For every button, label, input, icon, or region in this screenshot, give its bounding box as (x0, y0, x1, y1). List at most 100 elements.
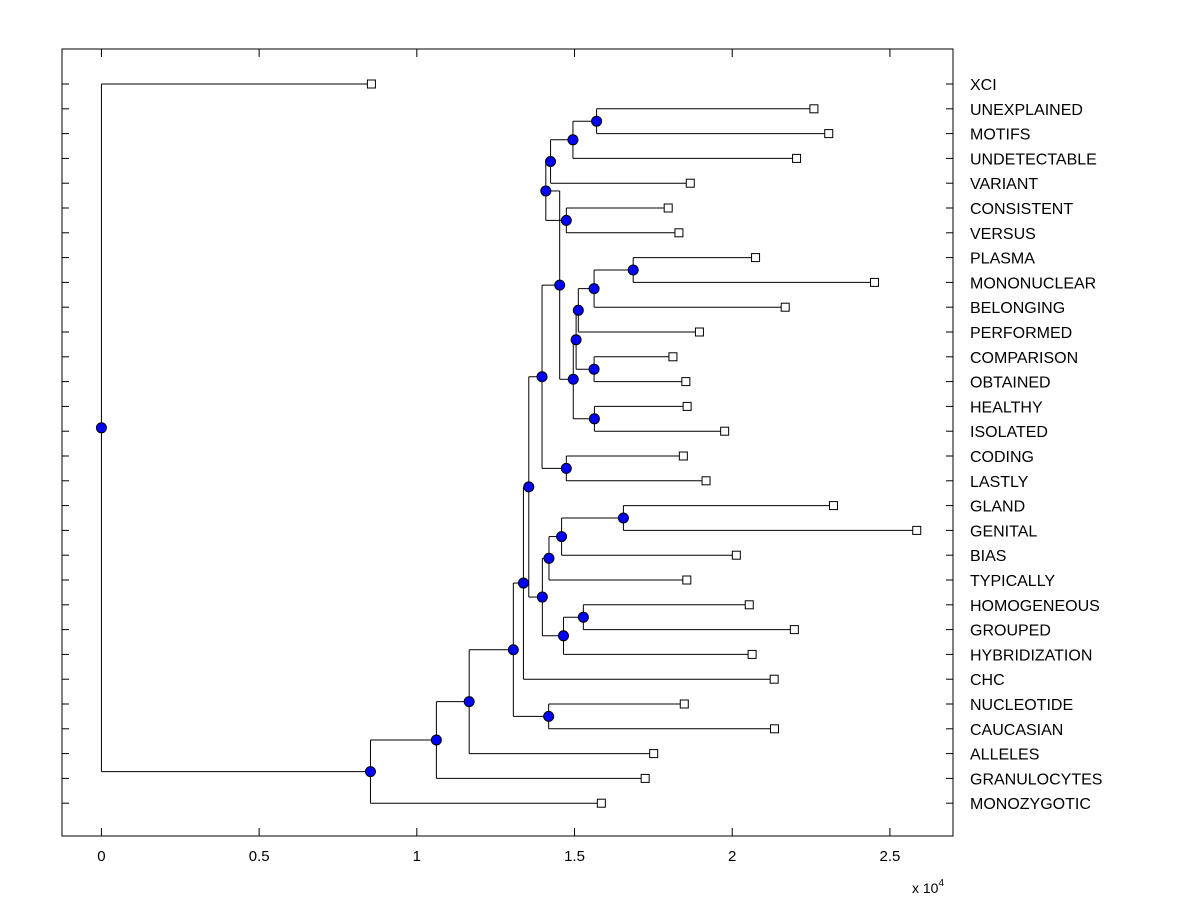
node-marker-n26 (463, 696, 475, 708)
node-marker-n2 (567, 134, 579, 146)
leaf-label-homogeneous: HOMOGENEOUS (970, 598, 1100, 615)
leaf-marker-comparison (668, 352, 678, 362)
leaf-marker-consistent (663, 203, 673, 213)
node-marker-root (95, 422, 107, 434)
node-marker-n7 (588, 283, 600, 295)
leaf-label-alleles: ALLELES (970, 747, 1039, 764)
leaf-marker-mononuclear (869, 277, 879, 287)
leaf-label-unexplained: UNEXPLAINED (970, 102, 1083, 119)
node-marker-n1 (591, 115, 603, 127)
leaf-marker-coding (678, 451, 688, 461)
leaf-marker-monozygotic (596, 798, 606, 808)
leaf-label-performed: PERFORMED (970, 325, 1072, 342)
leaf-marker-genital (912, 525, 922, 535)
x-tick-label: 1 (413, 848, 421, 865)
node-marker-n25 (507, 644, 519, 656)
leaf-marker-healthy (682, 401, 692, 411)
leaf-label-obtained: OBTAINED (970, 375, 1051, 392)
leaf-label-granulocytes: GRANULOCYTES (970, 771, 1102, 788)
leaf-label-caucasian: CAUCASIAN (970, 722, 1063, 739)
leaf-marker-nucleotide (679, 699, 689, 709)
leaf-label-belonging: BELONGING (970, 300, 1065, 317)
leaf-marker-belonging (780, 302, 790, 312)
y-ticks (62, 83, 953, 804)
x-tick-label: 1.5 (564, 848, 585, 865)
node-marker-n20 (557, 630, 569, 642)
leaf-marker-typically (682, 575, 692, 585)
leaf-label-comparison: COMPARISON (970, 350, 1078, 367)
leaf-marker-grouped (789, 625, 799, 635)
node-marker-n22 (523, 481, 535, 493)
leaf-marker-performed (694, 327, 704, 337)
leaf-marker-granulocytes (640, 773, 650, 783)
leaf-label-healthy: HEALTHY (970, 399, 1043, 416)
leaf-label-versus: VERSUS (970, 226, 1036, 243)
leaf-marker-xci (366, 79, 376, 89)
leaf-marker-alleles (649, 749, 659, 759)
leaf-label-undetectable: UNDETECTABLE (970, 151, 1097, 168)
node-marker-n24 (543, 710, 555, 722)
x-exponent-label: x 104 (912, 878, 944, 896)
leaf-label-gland: GLAND (970, 499, 1025, 516)
leaf-label-motifs: MOTIFS (970, 127, 1030, 144)
internal-node-markers (95, 115, 639, 778)
x-tick-labels: 0 0.5 1 1.5 2 2.5 (97, 848, 900, 865)
node-marker-n17 (556, 531, 568, 543)
leaf-label-plasma: PLASMA (970, 251, 1035, 268)
leaf-label-hybridization: HYBRIDIZATION (970, 647, 1092, 664)
leaf-label-isolated: ISOLATED (970, 424, 1048, 441)
leaf-label-consistent: CONSISTENT (970, 201, 1073, 218)
leaf-label-chc: CHC (970, 672, 1005, 689)
leaf-labels: XCI UNEXPLAINED MOTIFS UNDETECTABLE VARIANT C… (970, 77, 1102, 813)
node-marker-n27 (430, 734, 442, 746)
leaf-label-genital: GENITAL (970, 523, 1037, 540)
leaf-markers (366, 79, 922, 808)
node-marker-n28 (364, 766, 376, 778)
leaf-marker-bias (731, 550, 741, 560)
node-marker-n13 (554, 279, 566, 291)
node-marker-n6 (627, 264, 639, 276)
leaf-marker-caucasian (769, 724, 779, 734)
leaf-marker-variant (685, 178, 695, 188)
leaf-label-typically: TYPICALLY (970, 573, 1055, 590)
x-tick-label: 2.5 (879, 848, 900, 865)
x-tick-label: 0 (97, 848, 105, 865)
leaf-label-coding: CODING (970, 449, 1034, 466)
node-marker-n4 (560, 214, 572, 226)
node-marker-n16 (617, 512, 629, 524)
leaf-marker-motifs (824, 129, 834, 139)
leaf-label-xci: XCI (970, 77, 997, 94)
x-tick-label: 0.5 (249, 848, 270, 865)
leaf-marker-obtained (681, 377, 691, 387)
leaf-marker-lastly (701, 476, 711, 486)
leaf-label-bias: BIAS (970, 548, 1006, 565)
leaf-label-mononuclear: MONONUCLEAR (970, 275, 1096, 292)
leaf-marker-homogeneous (744, 600, 754, 610)
node-marker-n23 (517, 577, 529, 589)
node-marker-n14 (560, 462, 572, 474)
leaf-label-monozygotic: MONOZYGOTIC (970, 796, 1091, 813)
node-marker-n18 (543, 552, 555, 564)
leaf-marker-unexplained (809, 104, 819, 114)
leaf-marker-gland (828, 501, 838, 511)
plot-frame (61, 48, 954, 837)
leaf-label-lastly: LASTLY (970, 474, 1029, 491)
leaf-label-grouped: GROUPED (970, 623, 1051, 640)
leaf-marker-plasma (751, 253, 761, 263)
node-marker-n11 (588, 413, 600, 425)
x-ticks (100, 49, 891, 836)
node-marker-n19 (577, 611, 589, 623)
leaf-marker-isolated (720, 426, 730, 436)
leaf-label-variant: VARIANT (970, 176, 1038, 193)
node-marker-n3 (545, 156, 557, 167)
leaf-marker-undetectable (792, 153, 802, 163)
leaf-marker-versus (674, 228, 684, 238)
node-marker-n8 (572, 304, 584, 316)
node-marker-n5 (540, 185, 552, 197)
x-tick-label: 2 (728, 848, 736, 865)
node-marker-n12 (567, 373, 579, 385)
node-marker-n10 (570, 334, 582, 346)
node-marker-n9 (588, 363, 600, 375)
leaf-marker-chc (769, 674, 779, 684)
